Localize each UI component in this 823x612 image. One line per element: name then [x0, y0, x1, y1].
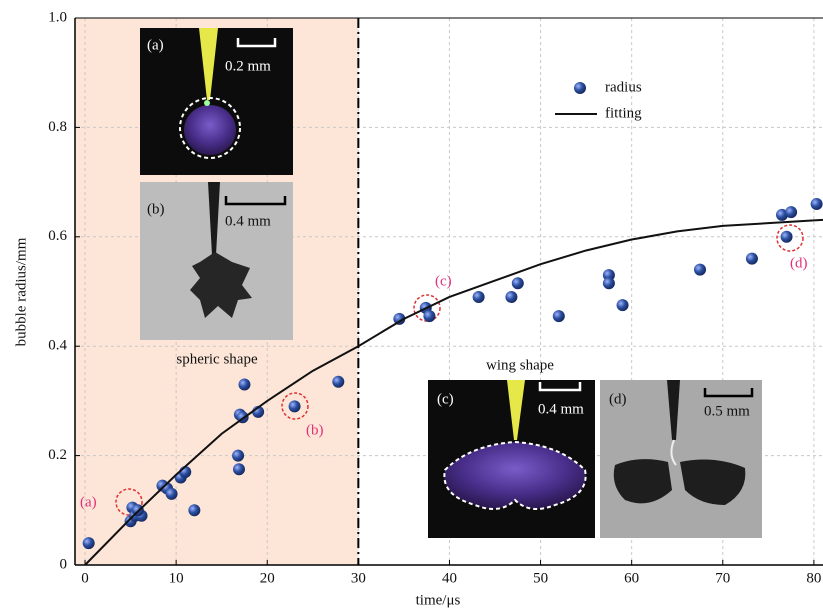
y-axis-label: bubble radius/mm: [13, 237, 29, 346]
point: [811, 198, 823, 210]
y-tick-label: 0: [60, 556, 68, 572]
point: [83, 537, 95, 549]
inset-d: (d) 0.5 mm: [600, 380, 762, 538]
annotation: wing shape: [486, 357, 554, 373]
point: [505, 291, 517, 303]
scale-label: 0.4 mm: [538, 401, 584, 417]
point: [332, 376, 344, 388]
chart: (a) 0.2 mm (b) 0.4 mm (c) 0.4 mm (d) 0.5…: [0, 0, 823, 612]
inset-label: (d): [609, 391, 627, 407]
x-tick-label: 40: [442, 570, 457, 586]
point: [603, 277, 615, 289]
point: [785, 206, 797, 218]
point: [238, 378, 250, 390]
legend-marker: [574, 82, 586, 94]
inset-a: (a) 0.2 mm: [140, 28, 293, 175]
legend-label: radius: [605, 79, 642, 95]
y-tick-label: 0.6: [48, 228, 67, 244]
x-tick-label: 10: [169, 570, 184, 586]
annotation: (d): [790, 255, 808, 271]
point: [694, 264, 706, 276]
point: [188, 504, 200, 516]
scale-label: 0.5 mm: [704, 403, 750, 419]
x-tick-label: 80: [806, 570, 821, 586]
x-tick-label: 50: [533, 570, 548, 586]
point: [746, 253, 758, 265]
annotation: spheric shape: [176, 351, 258, 367]
point: [617, 299, 629, 311]
scale-label: 0.2 mm: [225, 58, 271, 74]
annotation: (c): [435, 273, 452, 289]
annotation: (a): [80, 494, 97, 510]
annotation: (b): [306, 422, 324, 438]
point: [473, 291, 485, 303]
inset-label: (b): [147, 201, 165, 217]
inset-label: (a): [147, 37, 164, 53]
x-tick-label: 0: [81, 570, 89, 586]
inset-b: (b) 0.4 mm: [140, 182, 293, 340]
x-tick-label: 20: [260, 570, 275, 586]
point: [423, 310, 435, 322]
legend-label: fitting: [605, 105, 642, 121]
y-tick-label: 0.4: [48, 338, 67, 354]
y-tick-label: 1.0: [48, 9, 67, 25]
y-tick-label: 0.2: [48, 447, 67, 463]
inset-c: (c) 0.4 mm: [428, 380, 595, 538]
x-tick-label: 70: [715, 570, 730, 586]
x-tick-label: 60: [624, 570, 639, 586]
point: [553, 310, 565, 322]
point: [781, 231, 793, 243]
point: [232, 450, 244, 462]
x-tick-label: 30: [351, 570, 366, 586]
scale-label: 0.4 mm: [225, 213, 271, 229]
point: [289, 400, 301, 412]
y-tick-label: 0.8: [48, 119, 67, 135]
x-axis-label: time/μs: [416, 592, 461, 608]
point: [233, 463, 245, 475]
point: [166, 488, 178, 500]
point: [512, 277, 524, 289]
inset-label: (c): [437, 391, 454, 407]
